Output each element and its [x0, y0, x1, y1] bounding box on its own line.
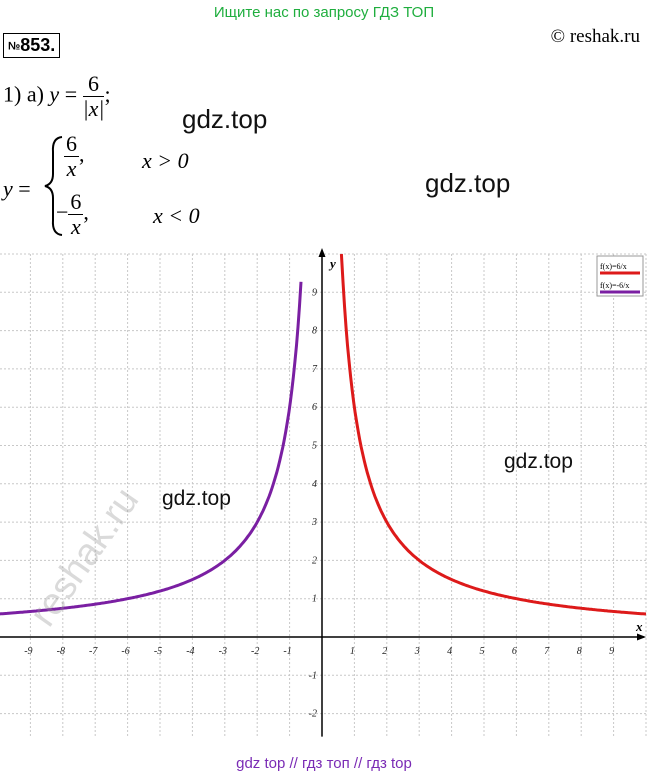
- semicolon: ;: [104, 81, 111, 107]
- x-tick-label: -7: [89, 646, 98, 657]
- number-sign: №: [8, 40, 21, 53]
- case2-fraction: 6 x: [68, 189, 84, 239]
- fraction-numerator: 6: [82, 72, 105, 97]
- watermark-4: gdz.top: [504, 450, 573, 473]
- y-tick-label: 3: [311, 517, 317, 528]
- case2-comma: ,: [83, 199, 89, 225]
- legend-label: f(x)=6/x: [600, 262, 627, 271]
- part-label: 1) а): [3, 81, 44, 107]
- case1-condition: x > 0: [142, 148, 189, 174]
- case2-condition-text: x < 0: [153, 203, 200, 228]
- y-tick-label: -1: [309, 670, 317, 681]
- case2-numerator: 6: [68, 189, 84, 215]
- piecewise-brace: [44, 136, 63, 236]
- curve-negative: [0, 281, 303, 616]
- x-axis-arrow: [637, 633, 646, 641]
- search-hint-banner: Ищите нас по запросу ГДЗ ТОП: [213, 4, 435, 21]
- x-tick-label: -4: [186, 646, 194, 657]
- fraction: 6 |x|: [82, 72, 105, 121]
- y-tick-label: 2: [312, 555, 317, 566]
- copyright-text: © reshak.ru: [550, 26, 640, 47]
- watermark-3: gdz.top: [162, 487, 231, 510]
- y-tick-label: 4: [312, 479, 317, 490]
- x-tick-label: 4: [447, 646, 452, 657]
- piecewise-case-positive: 6 x ,: [64, 132, 85, 181]
- piecewise-lhs: y =: [3, 176, 31, 202]
- y-tick-label: 5: [312, 441, 317, 452]
- y-tick-label: 9: [312, 287, 317, 298]
- curve-positive: [339, 253, 647, 616]
- y-symbol: y: [3, 176, 13, 201]
- y-tick-label: 8: [312, 326, 317, 337]
- x-tick-label: 8: [577, 646, 582, 657]
- x-tick-label: 7: [544, 646, 550, 657]
- legend-label: f(x)=-6/x: [600, 281, 629, 290]
- y-tick-label: 6: [312, 402, 317, 413]
- case1-numerator: 6: [64, 131, 79, 157]
- case2-condition: x < 0: [153, 203, 200, 229]
- formula-definition: 1) а) y = 6 |x| ;: [3, 72, 111, 121]
- case1-fraction: 6 x: [64, 132, 79, 181]
- case2-minus: −: [56, 199, 69, 225]
- problem-number-value: 853.: [20, 35, 56, 55]
- x-tick-label: 1: [350, 646, 355, 657]
- x-tick-label: -6: [121, 646, 129, 657]
- piecewise-case-negative: − 6 x ,: [56, 190, 89, 239]
- y-tick-label: 7: [312, 364, 318, 375]
- x-tick-label: 9: [609, 646, 614, 657]
- x-tick-label: -8: [57, 646, 65, 657]
- x-tick-label: -9: [24, 646, 32, 657]
- case2-denominator: x: [71, 214, 81, 239]
- equals-sign: =: [64, 81, 78, 107]
- fraction-denominator: |x|: [82, 96, 105, 121]
- y-axis-arrow: [318, 248, 326, 257]
- x-tick-label: -3: [219, 646, 227, 657]
- function-graph: x y -9 -8 -7 -6 -5 -4 -3 -2 -1 1 2 3 4 5 6 7 8 9 -2 -1 1 2 3 4 5 6 7…: [0, 248, 648, 737]
- x-tick-label: 5: [480, 646, 485, 657]
- case1-condition-text: x > 0: [142, 148, 189, 173]
- x-tick-label: 2: [382, 646, 387, 657]
- x-tick-label: 6: [512, 646, 517, 657]
- x-tick-label: -2: [251, 646, 259, 657]
- y-axis-label: y: [328, 256, 336, 271]
- x-tick-label: 3: [414, 646, 420, 657]
- x-tick-label: -1: [283, 646, 291, 657]
- footer-watermark: gdz top // гдз топ // гдз top: [236, 755, 412, 772]
- watermark-2: gdz.top: [425, 168, 511, 198]
- y-tick-label: -2: [309, 709, 317, 720]
- y-tick-label: 1: [312, 594, 317, 605]
- case1-denominator: x: [66, 156, 77, 181]
- watermark-1: gdz.top: [182, 104, 268, 134]
- y-symbol: y: [49, 81, 60, 107]
- equals-sign: =: [18, 176, 31, 201]
- legend-box: [596, 255, 644, 297]
- x-axis-label: x: [635, 619, 643, 634]
- case1-comma: ,: [79, 141, 85, 167]
- problem-number: №853.: [3, 33, 61, 59]
- x-tick-label: -5: [154, 646, 162, 657]
